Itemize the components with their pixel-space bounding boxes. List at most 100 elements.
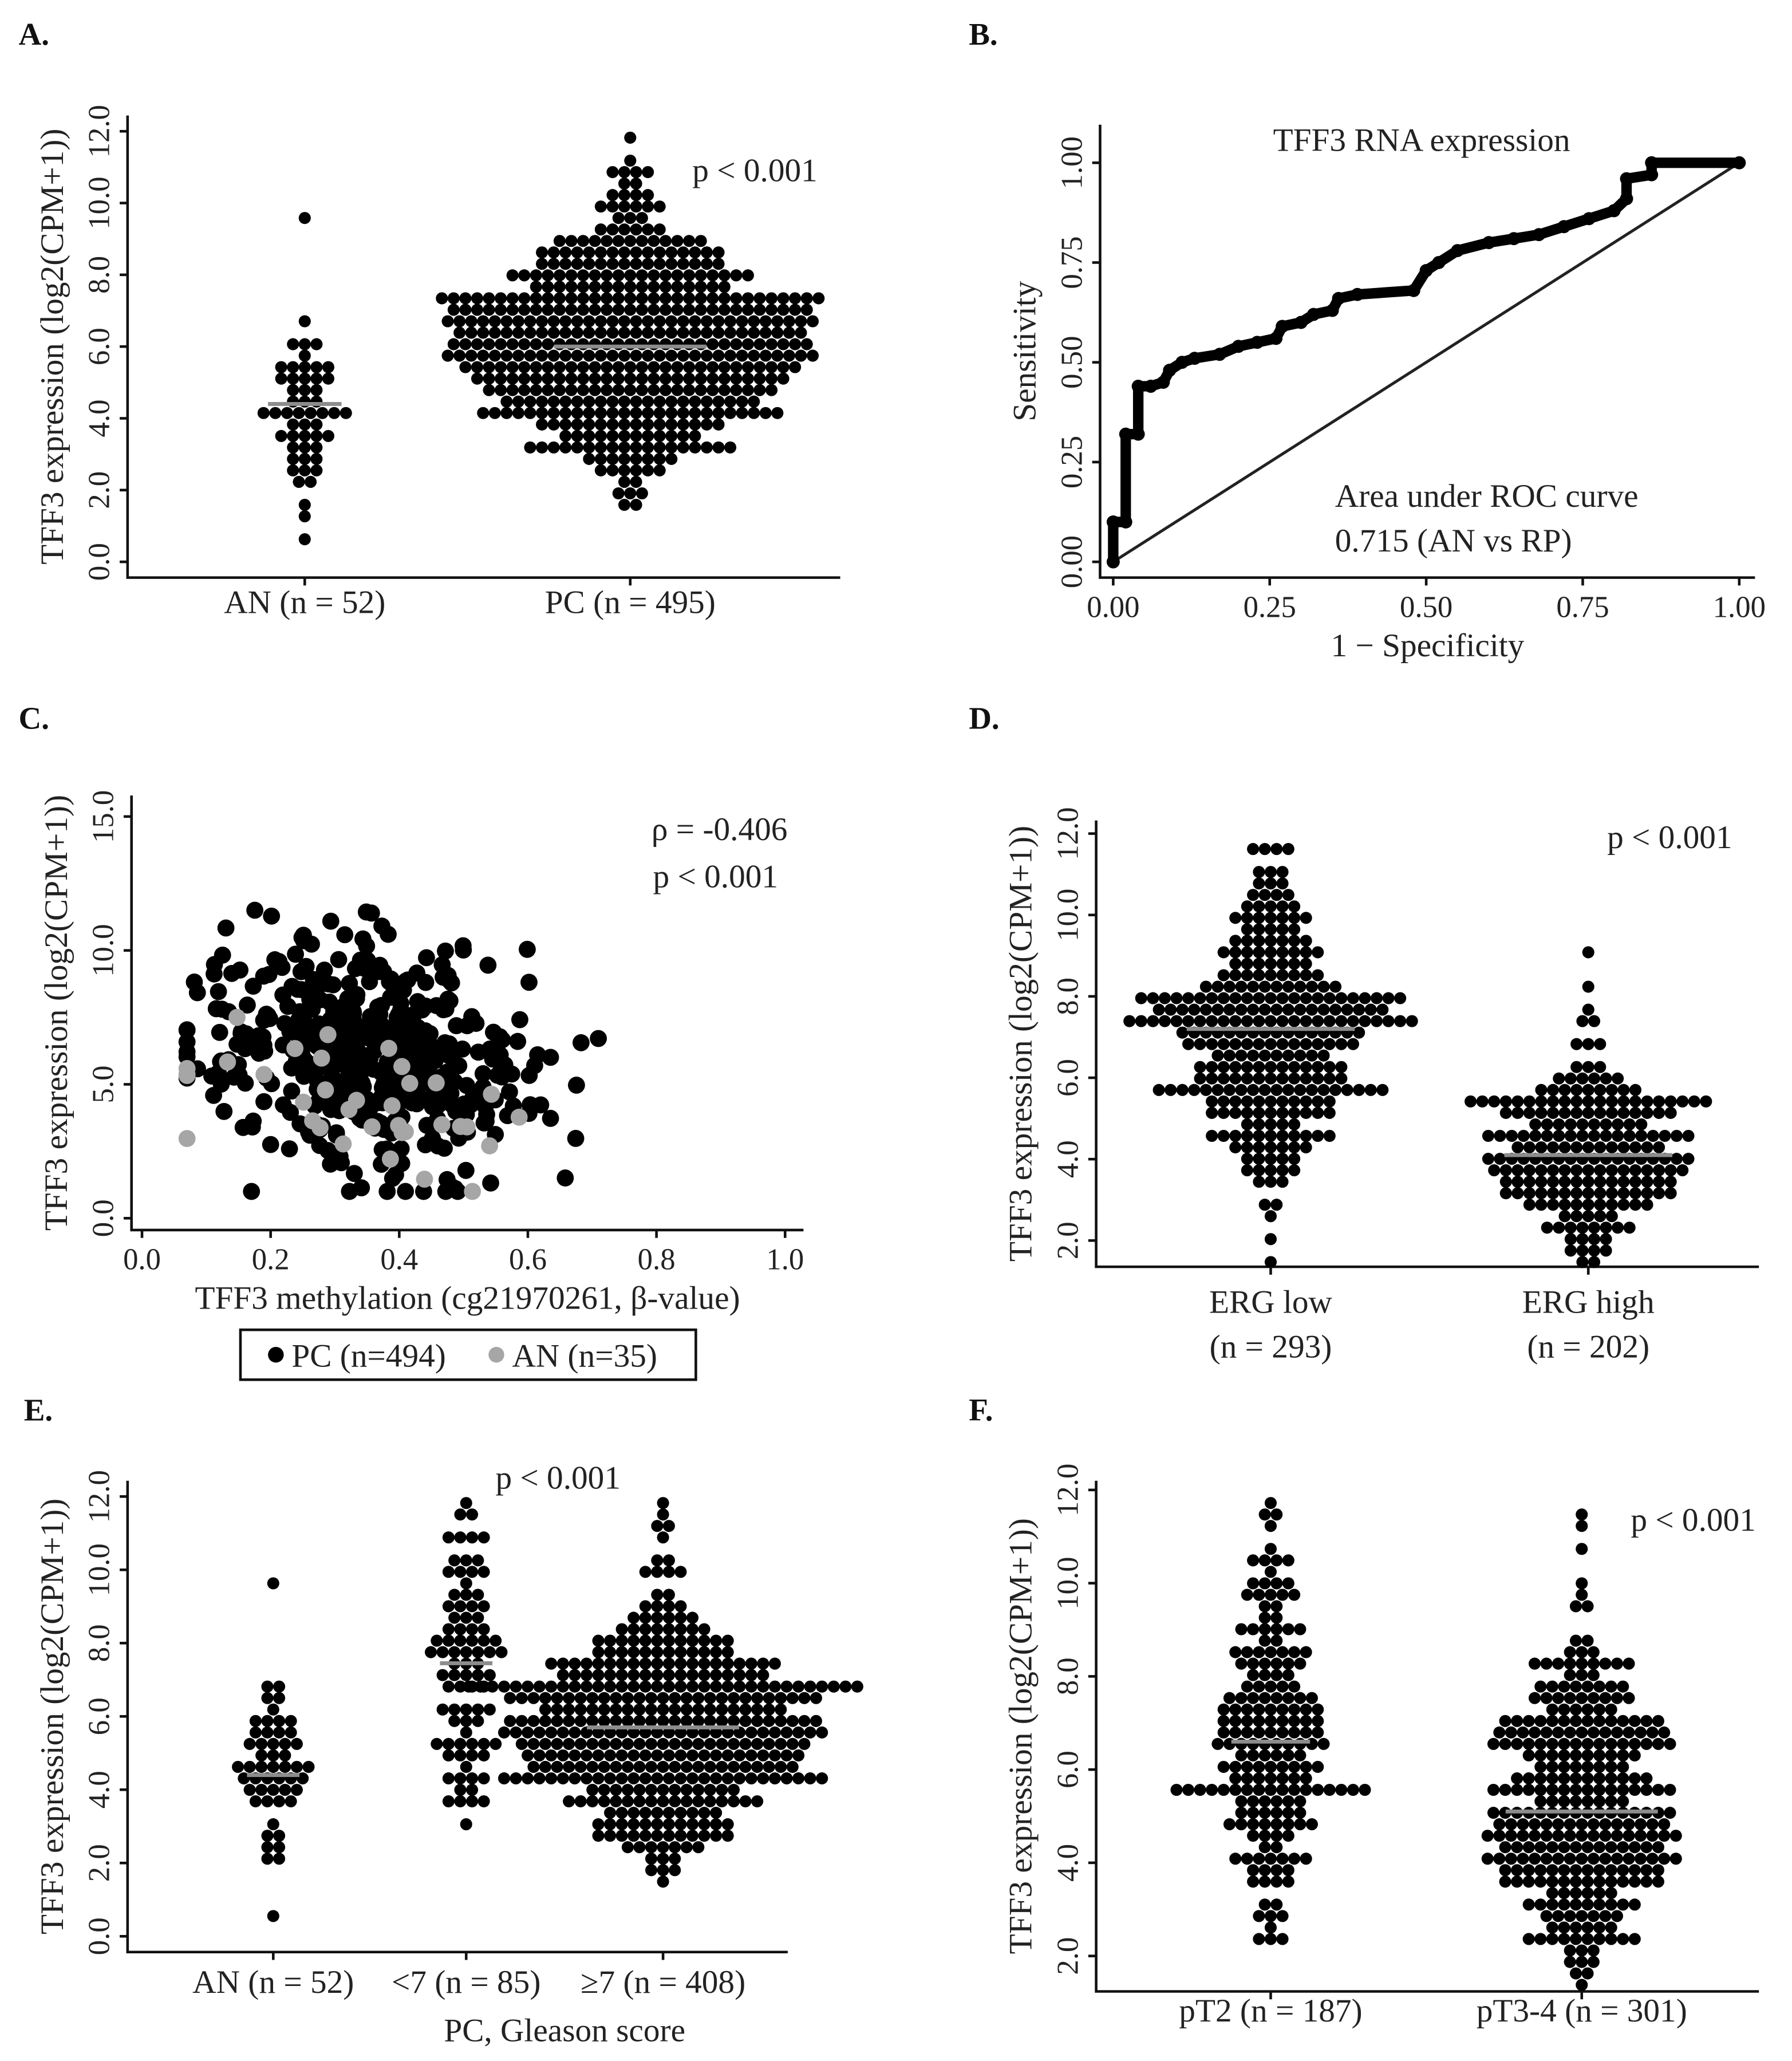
data-point <box>1599 1853 1612 1865</box>
data-point <box>651 1589 664 1601</box>
data-point <box>1176 1026 1189 1039</box>
data-point <box>302 1760 315 1773</box>
data-point <box>733 1726 746 1739</box>
data-point <box>1611 1657 1623 1670</box>
data-point <box>1264 1921 1277 1934</box>
data-point <box>412 1043 429 1061</box>
data-point <box>601 304 613 316</box>
data-point <box>1264 946 1277 959</box>
data-point <box>1593 1887 1606 1900</box>
data-point <box>322 1011 340 1028</box>
data-point <box>1623 1726 1635 1739</box>
data-point <box>704 1715 716 1727</box>
data-point <box>1652 1715 1664 1727</box>
data-point <box>1370 992 1383 1004</box>
data-point <box>1600 1244 1612 1257</box>
legend-label-an: AN (n=35) <box>512 1338 657 1374</box>
data-point <box>677 418 689 431</box>
data-point <box>482 1174 499 1192</box>
data-point <box>1528 1830 1541 1842</box>
data-point <box>340 407 352 419</box>
data-point <box>662 1830 675 1842</box>
data-point <box>1647 1129 1659 1142</box>
data-point <box>1564 1118 1577 1130</box>
data-point <box>1623 1692 1635 1704</box>
data-point <box>653 395 666 408</box>
data-point <box>1253 1703 1265 1716</box>
data-point <box>1676 1095 1689 1108</box>
data-point <box>1517 1818 1529 1831</box>
data-point <box>780 1726 793 1739</box>
data-point <box>639 1807 652 1819</box>
data-point <box>571 326 583 339</box>
y-tick-label: 0.75 <box>1055 236 1088 289</box>
data-point <box>624 372 637 385</box>
data-point <box>1517 1830 1529 1842</box>
data-point <box>1312 1783 1324 1796</box>
data-point <box>1394 992 1407 1004</box>
data-point <box>669 1795 681 1808</box>
data-point <box>618 189 631 202</box>
data-point <box>771 315 784 328</box>
data-point <box>477 315 490 328</box>
data-point <box>459 292 472 305</box>
data-point <box>751 1737 764 1750</box>
data-point <box>1623 1129 1636 1142</box>
data-point <box>721 1830 734 1842</box>
data-point <box>1312 1015 1324 1027</box>
data-point <box>1264 1933 1277 1945</box>
data-point <box>1594 1176 1607 1188</box>
data-point <box>604 1646 617 1658</box>
data-point <box>1522 1841 1535 1854</box>
data-point <box>1270 1508 1283 1521</box>
data-point <box>748 395 760 408</box>
data-point <box>446 1180 464 1198</box>
data-point <box>1253 923 1265 936</box>
data-point <box>1253 1164 1265 1177</box>
data-point <box>1635 1118 1648 1130</box>
data-point <box>683 304 696 316</box>
data-point <box>592 1669 605 1681</box>
data-point <box>1499 1875 1511 1888</box>
data-point <box>651 1807 664 1819</box>
x-axis-label: PC, Gleason score <box>444 2013 685 2049</box>
data-point <box>686 1623 699 1636</box>
data-point <box>633 1795 646 1808</box>
data-point <box>1152 1003 1165 1016</box>
data-point <box>763 1737 775 1750</box>
data-point <box>1264 912 1277 924</box>
data-point <box>1312 1715 1324 1727</box>
data-point <box>598 1795 610 1808</box>
data-point <box>571 418 583 431</box>
data-point <box>710 1807 723 1819</box>
y-axis-label: TFF3 expression (log2(CPM+1)) <box>38 795 74 1231</box>
data-point <box>1659 1129 1671 1142</box>
data-point <box>297 1772 309 1785</box>
data-point <box>1593 1875 1606 1888</box>
data-point <box>1600 1118 1612 1130</box>
data-point <box>518 338 531 350</box>
data-point <box>592 1680 605 1693</box>
data-point <box>1658 1818 1671 1831</box>
data-point <box>1276 1015 1289 1027</box>
data-point <box>662 1554 675 1567</box>
data-point <box>1229 1038 1242 1050</box>
data-point <box>1217 1783 1230 1796</box>
data-point <box>1558 1737 1570 1750</box>
data-point <box>624 487 637 500</box>
data-point <box>389 1025 406 1042</box>
data-point <box>1522 1772 1535 1785</box>
data-point <box>1564 1956 1576 1968</box>
data-point <box>454 1772 467 1785</box>
data-point <box>577 361 590 373</box>
data-point <box>659 292 672 305</box>
data-point <box>1534 1933 1547 1945</box>
data-point <box>1552 1818 1565 1831</box>
data-point <box>500 349 513 362</box>
data-point <box>574 1760 587 1773</box>
data-point <box>1217 1715 1230 1727</box>
data-point <box>1493 1830 1506 1842</box>
data-point <box>1594 1141 1607 1154</box>
data-point <box>753 384 766 396</box>
